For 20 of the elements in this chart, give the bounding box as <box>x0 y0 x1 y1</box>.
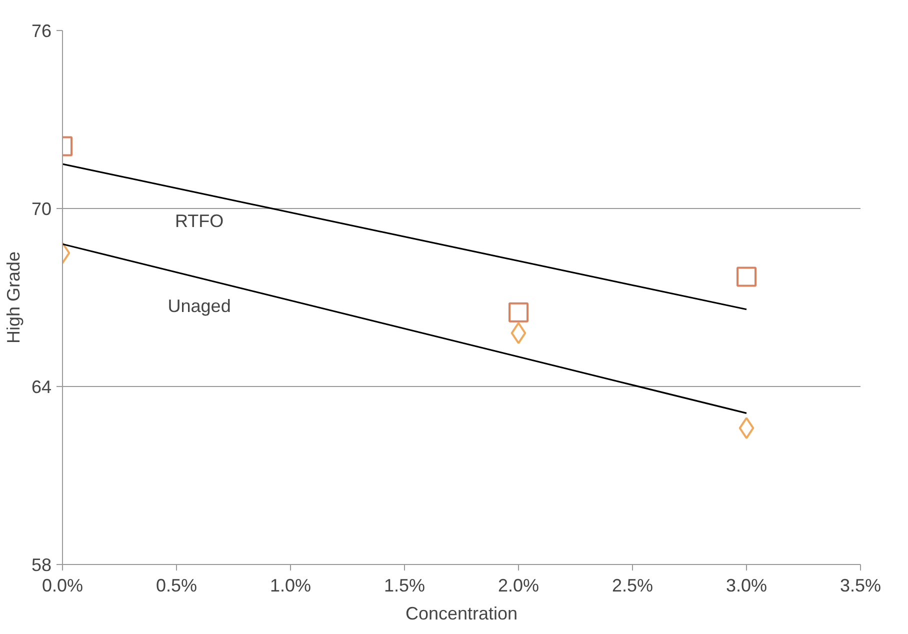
x-tick-label: 3.0% <box>726 576 768 596</box>
point <box>508 302 528 322</box>
series-label: Unaged <box>168 296 231 316</box>
series-label: RTFO <box>174 211 224 232</box>
x-tick-label: 0.0% <box>42 576 84 596</box>
point <box>736 266 756 287</box>
y-tick-label: 76 <box>31 21 52 41</box>
x-tick-label: 3.5% <box>840 576 882 596</box>
x-axis-title: Concentration <box>405 604 518 624</box>
x-tick-label: 1.5% <box>384 576 426 596</box>
y-tick-label: 58 <box>31 555 52 575</box>
x-tick-label: 1.0% <box>270 576 312 596</box>
x-tick-label: 0.5% <box>156 576 198 596</box>
y-tick-label: 64 <box>31 377 52 397</box>
x-tick-label: 2.5% <box>612 576 654 596</box>
point <box>510 322 526 344</box>
x-tick-label: 2.0% <box>498 576 540 596</box>
y-tick-label: 70 <box>31 199 52 219</box>
point <box>738 417 754 440</box>
y-axis-title: High Grade <box>3 251 24 344</box>
